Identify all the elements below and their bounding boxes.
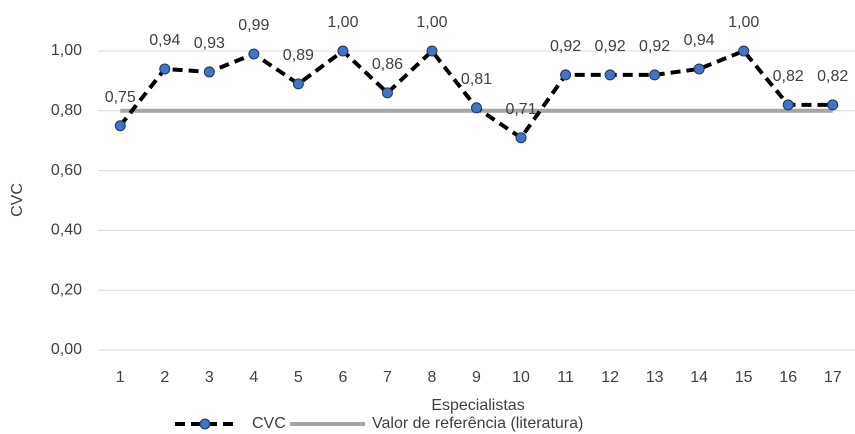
x-tick-label: 8 xyxy=(428,369,437,386)
legend-label: CVC xyxy=(252,415,286,432)
x-tick-label: 15 xyxy=(735,369,753,386)
x-tick-label: 12 xyxy=(601,369,619,386)
data-label: 0,89 xyxy=(283,47,314,64)
data-label: 0,94 xyxy=(684,32,715,49)
data-label: 0,94 xyxy=(149,32,180,49)
x-tick-label: 9 xyxy=(472,369,481,386)
data-label: 0,86 xyxy=(372,56,403,73)
y-axis-label: CVC xyxy=(9,183,26,217)
data-label: 0,82 xyxy=(773,68,804,85)
x-axis-label: Especialistas xyxy=(431,397,524,414)
data-point xyxy=(738,45,750,57)
x-tick-label: 4 xyxy=(249,369,258,386)
data-point xyxy=(649,69,661,81)
data-label: 0,71 xyxy=(505,101,536,118)
data-point xyxy=(471,102,482,114)
y-tick-label: 0,20 xyxy=(51,281,82,298)
x-tick-label: 13 xyxy=(646,369,664,386)
data-point xyxy=(693,63,705,75)
cvc-line xyxy=(118,48,833,141)
x-tick-label: 17 xyxy=(824,369,842,386)
y-tick-label: 0,40 xyxy=(51,222,82,239)
data-point xyxy=(292,78,304,90)
data-point xyxy=(159,63,171,75)
data-point xyxy=(782,99,794,111)
data-label: 1,00 xyxy=(327,14,358,31)
data-label: 0,92 xyxy=(550,38,581,55)
data-point xyxy=(515,132,527,144)
data-label: 0,81 xyxy=(461,71,492,88)
x-tick-label: 16 xyxy=(779,369,797,386)
y-tick-label: 0,80 xyxy=(51,102,82,119)
data-label: 0,82 xyxy=(817,68,848,85)
x-tick-label: 14 xyxy=(690,369,708,386)
data-label: 0,99 xyxy=(238,17,269,34)
x-tick-label: 11 xyxy=(557,369,574,386)
data-label: 0,93 xyxy=(194,35,225,52)
data-point xyxy=(426,45,438,57)
x-tick-label: 7 xyxy=(383,369,392,386)
x-tick-label: 5 xyxy=(294,369,303,386)
data-label: 0,75 xyxy=(105,89,136,106)
x-tick-label: 2 xyxy=(160,369,169,386)
y-tick-label: 0,60 xyxy=(51,162,82,179)
legend-label: Valor de referência (literatura) xyxy=(372,415,583,432)
data-label: 0,92 xyxy=(595,38,626,55)
x-tick-label: 6 xyxy=(338,369,347,386)
data-point xyxy=(827,99,839,111)
data-label: 1,00 xyxy=(728,14,759,31)
data-label: 1,00 xyxy=(416,14,447,31)
data-point xyxy=(381,87,393,99)
data-point xyxy=(248,48,260,60)
data-point xyxy=(114,120,126,132)
data-point xyxy=(604,69,616,81)
data-point xyxy=(203,66,215,78)
data-point xyxy=(560,69,572,81)
x-tick-label: 3 xyxy=(205,369,214,386)
y-tick-label: 1,00 xyxy=(51,42,82,59)
data-point xyxy=(337,45,349,57)
data-label: 0,92 xyxy=(639,38,670,55)
legend-marker xyxy=(199,418,211,430)
x-tick-label: 10 xyxy=(512,369,530,386)
x-tick-label: 1 xyxy=(116,369,125,386)
y-tick-label: 0,00 xyxy=(51,341,82,358)
